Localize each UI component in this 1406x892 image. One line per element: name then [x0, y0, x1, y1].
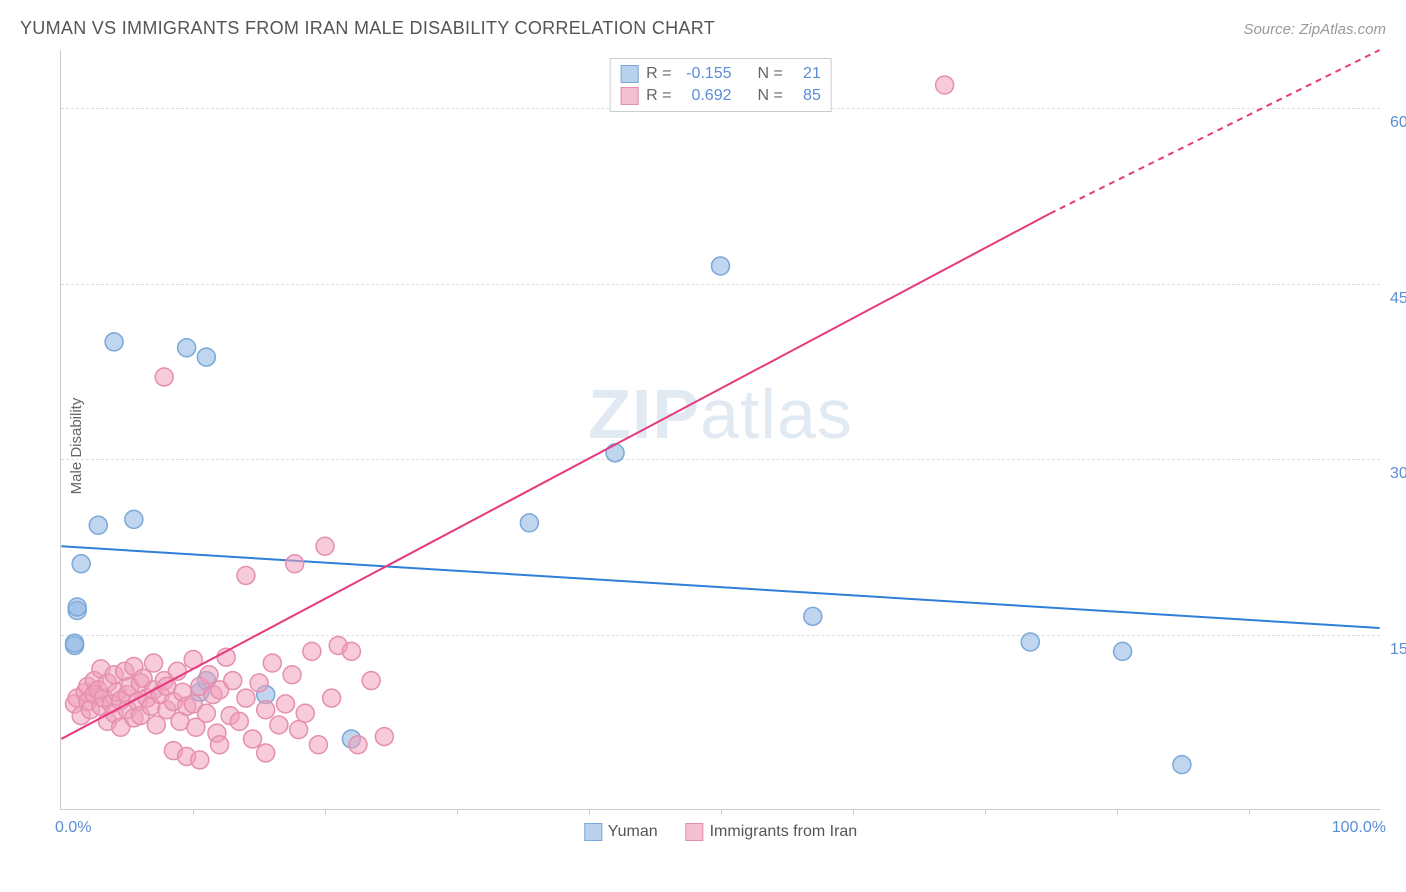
data-point	[290, 721, 308, 739]
x-tick	[589, 809, 590, 815]
data-point	[68, 598, 86, 616]
data-point	[147, 716, 165, 734]
x-tick	[853, 809, 854, 815]
x-tick	[985, 809, 986, 815]
legend-n-key: N =	[758, 65, 783, 83]
data-point	[237, 566, 255, 584]
data-point	[191, 751, 209, 769]
legend-swatch	[620, 65, 638, 83]
chart-title: YUMAN VS IMMIGRANTS FROM IRAN MALE DISAB…	[20, 18, 715, 39]
data-point	[263, 654, 281, 672]
data-point	[72, 555, 90, 573]
data-point	[197, 704, 215, 722]
data-point	[286, 555, 304, 573]
data-point	[257, 744, 275, 762]
plot-area: ZIPatlas 15.0%30.0%45.0%60.0% 0.0% 100.0…	[60, 50, 1380, 810]
series-legend-label: Immigrants from Iran	[710, 823, 858, 840]
data-point	[276, 695, 294, 713]
y-tick-label: 60.0%	[1390, 114, 1406, 132]
legend-r-val: -0.155	[680, 65, 732, 83]
legend-swatch	[620, 87, 638, 105]
data-point	[342, 642, 360, 660]
data-point	[303, 642, 321, 660]
data-point	[804, 607, 822, 625]
y-tick-label: 30.0%	[1390, 465, 1406, 483]
data-point	[230, 712, 248, 730]
data-point	[712, 257, 730, 275]
x-min-label: 0.0%	[55, 819, 91, 837]
data-point	[125, 510, 143, 528]
data-point	[1173, 756, 1191, 774]
data-point	[349, 736, 367, 754]
data-point	[309, 736, 327, 754]
data-point	[89, 516, 107, 534]
data-point	[155, 368, 173, 386]
data-point	[257, 701, 275, 719]
data-point	[66, 634, 84, 652]
legend-r-key: R =	[646, 65, 671, 83]
y-tick-label: 15.0%	[1390, 641, 1406, 659]
y-tick-label: 45.0%	[1390, 290, 1406, 308]
data-point	[362, 672, 380, 690]
data-point	[224, 672, 242, 690]
data-point	[200, 666, 218, 684]
legend-row: R = 0.692 N = 85	[620, 85, 821, 107]
legend-n-val: 85	[791, 87, 821, 105]
series-legend: Yuman Immigrants from Iran	[584, 823, 857, 841]
data-point	[197, 348, 215, 366]
data-point	[283, 666, 301, 684]
x-tick	[1249, 809, 1250, 815]
x-tick	[1117, 809, 1118, 815]
trend-line	[61, 213, 1050, 738]
data-point	[211, 736, 229, 754]
series-legend-item: Yuman	[584, 823, 658, 841]
x-tick	[457, 809, 458, 815]
data-point	[105, 333, 123, 351]
correlation-legend: R = -0.155 N = 21 R = 0.692 N = 85	[609, 58, 832, 112]
legend-r-key: R =	[646, 87, 671, 105]
legend-row: R = -0.155 N = 21	[620, 63, 821, 85]
data-point	[1114, 642, 1132, 660]
series-legend-item: Immigrants from Iran	[686, 823, 858, 841]
source-attribution: Source: ZipAtlas.com	[1243, 21, 1386, 38]
trend-line	[1050, 50, 1380, 213]
legend-r-val: 0.692	[680, 87, 732, 105]
legend-n-key: N =	[758, 87, 783, 105]
x-tick	[325, 809, 326, 815]
data-point	[520, 514, 538, 532]
data-point	[606, 444, 624, 462]
legend-n-val: 21	[791, 65, 821, 83]
trend-line	[61, 546, 1379, 628]
data-point	[296, 704, 314, 722]
x-tick	[721, 809, 722, 815]
data-point	[145, 654, 163, 672]
x-tick	[193, 809, 194, 815]
data-point	[237, 689, 255, 707]
data-point	[936, 76, 954, 94]
data-point	[375, 728, 393, 746]
series-legend-label: Yuman	[608, 823, 658, 840]
x-max-label: 100.0%	[1332, 819, 1386, 837]
data-point	[316, 537, 334, 555]
scatter-svg	[61, 50, 1380, 809]
data-point	[1021, 633, 1039, 651]
legend-swatch	[584, 823, 602, 841]
data-point	[244, 730, 262, 748]
data-point	[270, 716, 288, 734]
data-point	[178, 339, 196, 357]
legend-swatch	[686, 823, 704, 841]
data-point	[323, 689, 341, 707]
data-point	[250, 674, 268, 692]
